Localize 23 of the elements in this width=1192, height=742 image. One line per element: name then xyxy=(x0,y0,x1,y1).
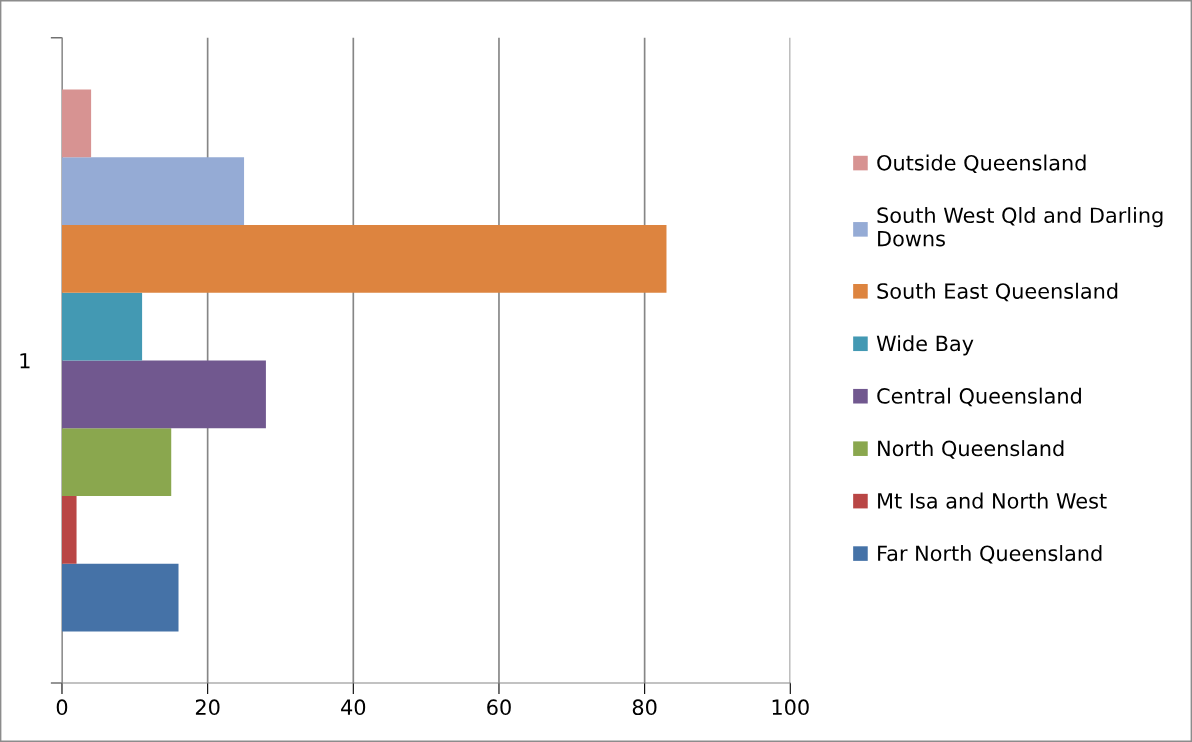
legend-label: Central Queensland xyxy=(877,387,1081,407)
legend-label: South West Qld and Darling Downs xyxy=(877,206,1163,247)
x-tick-label: 40 xyxy=(341,699,366,716)
bar xyxy=(61,495,77,564)
legend-label: Wide Bay xyxy=(876,335,974,356)
legend-label: Outside Queensland xyxy=(877,154,1086,174)
bar xyxy=(61,89,92,158)
legend-label: Mt Isa and North West xyxy=(878,492,1107,509)
x-tick-label: 80 xyxy=(632,699,657,716)
x-tick-label: 0 xyxy=(56,699,68,716)
legend-label: North Queensland xyxy=(878,440,1064,459)
bar xyxy=(61,360,266,429)
x-tick-label: 60 xyxy=(487,699,511,716)
legend-label: Far North Queensland xyxy=(878,545,1102,564)
bar xyxy=(61,224,667,293)
legend-label: South East Queensland xyxy=(877,282,1118,302)
x-tick-label: 100 xyxy=(772,699,809,716)
bar xyxy=(61,428,172,496)
bar xyxy=(61,292,143,361)
y-tick-label: 1 xyxy=(20,353,30,369)
x-tick-label: 20 xyxy=(195,699,220,716)
bar xyxy=(61,157,245,225)
bar xyxy=(61,563,179,632)
